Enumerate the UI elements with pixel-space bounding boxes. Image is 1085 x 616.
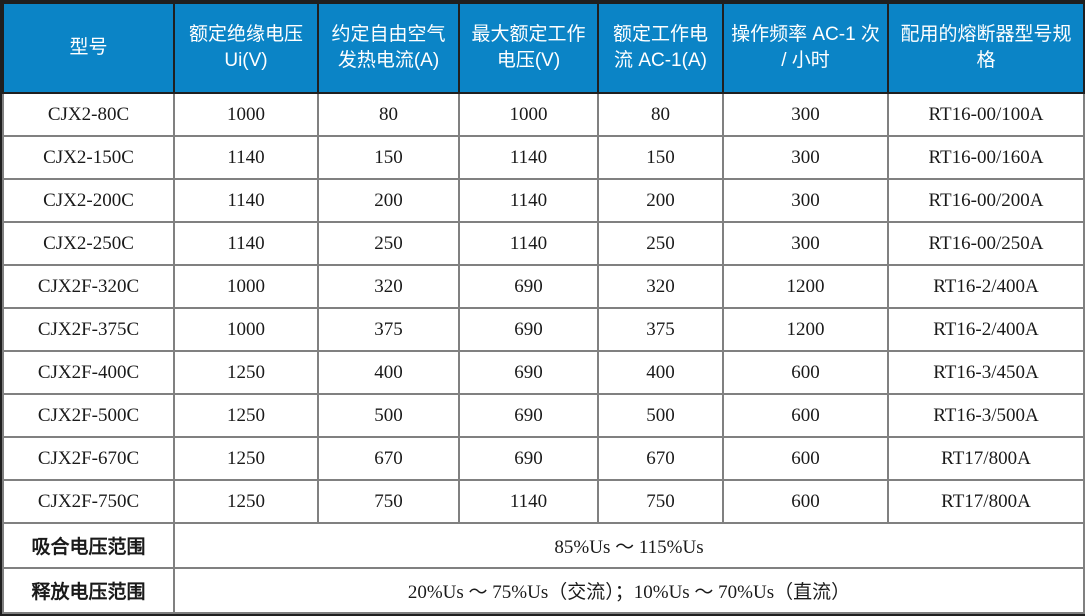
model-cell: CJX2F-750C bbox=[2, 479, 175, 524]
cell: 1250 bbox=[173, 436, 319, 481]
cell: 250 bbox=[317, 221, 460, 266]
col-header-thermal-current: 约定自由空气发热电流(A) bbox=[317, 2, 460, 94]
table-row: CJX2-150C 1140 150 1140 150 300 RT16-00/… bbox=[2, 135, 1085, 180]
model-cell: CJX2F-375C bbox=[2, 307, 175, 352]
model-cell: CJX2-250C bbox=[2, 221, 175, 266]
cell: 150 bbox=[317, 135, 460, 180]
cell: 1000 bbox=[173, 264, 319, 309]
cell: 1200 bbox=[722, 307, 889, 352]
pickup-voltage-range-value: 85%Us ～ 115%Us bbox=[173, 522, 1085, 569]
model-cell: CJX2F-400C bbox=[2, 350, 175, 395]
cell: 320 bbox=[317, 264, 460, 309]
cell: 690 bbox=[458, 436, 599, 481]
cell: 1000 bbox=[173, 307, 319, 352]
cell: 300 bbox=[722, 135, 889, 180]
cell: 200 bbox=[597, 178, 724, 223]
cell: 600 bbox=[722, 436, 889, 481]
cell: 750 bbox=[317, 479, 460, 524]
cell: 500 bbox=[317, 393, 460, 438]
col-header-working-current: 额定工作电流 AC-1(A) bbox=[597, 2, 724, 94]
model-cell: CJX2F-670C bbox=[2, 436, 175, 481]
table-row: CJX2-80C 1000 80 1000 80 300 RT16-00/100… bbox=[2, 92, 1085, 137]
cell: 375 bbox=[597, 307, 724, 352]
col-header-model: 型号 bbox=[2, 2, 175, 94]
cell: RT16-00/200A bbox=[887, 178, 1085, 223]
cell: 200 bbox=[317, 178, 460, 223]
cell: 150 bbox=[597, 135, 724, 180]
cell: 1140 bbox=[458, 135, 599, 180]
cell: RT16-00/160A bbox=[887, 135, 1085, 180]
table-row: CJX2F-670C 1250 670 690 670 600 RT17/800… bbox=[2, 436, 1085, 481]
table-row: CJX2F-400C 1250 400 690 400 600 RT16-3/4… bbox=[2, 350, 1085, 395]
cell: 1140 bbox=[458, 178, 599, 223]
cell: 375 bbox=[317, 307, 460, 352]
cell: 1140 bbox=[173, 135, 319, 180]
cell: 690 bbox=[458, 307, 599, 352]
cell: RT17/800A bbox=[887, 479, 1085, 524]
cell: 750 bbox=[597, 479, 724, 524]
col-header-max-working-voltage: 最大额定工作电压(V) bbox=[458, 2, 599, 94]
table-row: CJX2F-500C 1250 500 690 500 600 RT16-3/5… bbox=[2, 393, 1085, 438]
cell: RT16-3/450A bbox=[887, 350, 1085, 395]
col-header-operating-frequency: 操作频率 AC-1 次 / 小时 bbox=[722, 2, 889, 94]
cell: 1140 bbox=[173, 178, 319, 223]
cell: 400 bbox=[317, 350, 460, 395]
col-header-insulation-voltage: 额定绝缘电压 Ui(V) bbox=[173, 2, 319, 94]
cell: 690 bbox=[458, 393, 599, 438]
cell: 320 bbox=[597, 264, 724, 309]
col-header-fuse-spec: 配用的熔断器型号规格 bbox=[887, 2, 1085, 94]
cell: RT16-2/400A bbox=[887, 307, 1085, 352]
model-cell: CJX2-80C bbox=[2, 92, 175, 137]
cell: 1250 bbox=[173, 350, 319, 395]
cell: 400 bbox=[597, 350, 724, 395]
cell: 1250 bbox=[173, 479, 319, 524]
table-row: CJX2-200C 1140 200 1140 200 300 RT16-00/… bbox=[2, 178, 1085, 223]
header-row: 型号 额定绝缘电压 Ui(V) 约定自由空气发热电流(A) 最大额定工作电压(V… bbox=[2, 2, 1085, 94]
cell: 1200 bbox=[722, 264, 889, 309]
table-row: CJX2F-375C 1000 375 690 375 1200 RT16-2/… bbox=[2, 307, 1085, 352]
model-cell: CJX2F-500C bbox=[2, 393, 175, 438]
cell: 1000 bbox=[173, 92, 319, 137]
cell: 600 bbox=[722, 350, 889, 395]
cell: RT16-00/100A bbox=[887, 92, 1085, 137]
release-voltage-range-label: 释放电压范围 bbox=[2, 567, 175, 614]
pickup-voltage-range-label: 吸合电压范围 bbox=[2, 522, 175, 569]
cell: 1140 bbox=[458, 479, 599, 524]
cell: 690 bbox=[458, 350, 599, 395]
release-voltage-range-value: 20%Us ～ 75%Us（交流）；10%Us ～ 70%Us（直流） bbox=[173, 567, 1085, 614]
cell: RT16-00/250A bbox=[887, 221, 1085, 266]
cell: 690 bbox=[458, 264, 599, 309]
cell: 600 bbox=[722, 479, 889, 524]
cell: 670 bbox=[317, 436, 460, 481]
cell: 300 bbox=[722, 221, 889, 266]
footer-row-pickup-voltage: 吸合电压范围 85%Us ～ 115%Us bbox=[2, 522, 1085, 569]
model-cell: CJX2F-320C bbox=[2, 264, 175, 309]
table-row: CJX2F-320C 1000 320 690 320 1200 RT16-2/… bbox=[2, 264, 1085, 309]
cell: 670 bbox=[597, 436, 724, 481]
cell: RT17/800A bbox=[887, 436, 1085, 481]
cell: 300 bbox=[722, 92, 889, 137]
cell: 1000 bbox=[458, 92, 599, 137]
cell: 1250 bbox=[173, 393, 319, 438]
table-row: CJX2F-750C 1250 750 1140 750 600 RT17/80… bbox=[2, 479, 1085, 524]
cell: 300 bbox=[722, 178, 889, 223]
cell: 1140 bbox=[458, 221, 599, 266]
footer-row-release-voltage: 释放电压范围 20%Us ～ 75%Us（交流）；10%Us ～ 70%Us（直… bbox=[2, 567, 1085, 614]
cell: 80 bbox=[317, 92, 460, 137]
model-cell: CJX2-200C bbox=[2, 178, 175, 223]
cell: 250 bbox=[597, 221, 724, 266]
model-cell: CJX2-150C bbox=[2, 135, 175, 180]
cell: 500 bbox=[597, 393, 724, 438]
cell: 1140 bbox=[173, 221, 319, 266]
cell: RT16-2/400A bbox=[887, 264, 1085, 309]
table-row: CJX2-250C 1140 250 1140 250 300 RT16-00/… bbox=[2, 221, 1085, 266]
cell: 80 bbox=[597, 92, 724, 137]
cell: RT16-3/500A bbox=[887, 393, 1085, 438]
cell: 600 bbox=[722, 393, 889, 438]
